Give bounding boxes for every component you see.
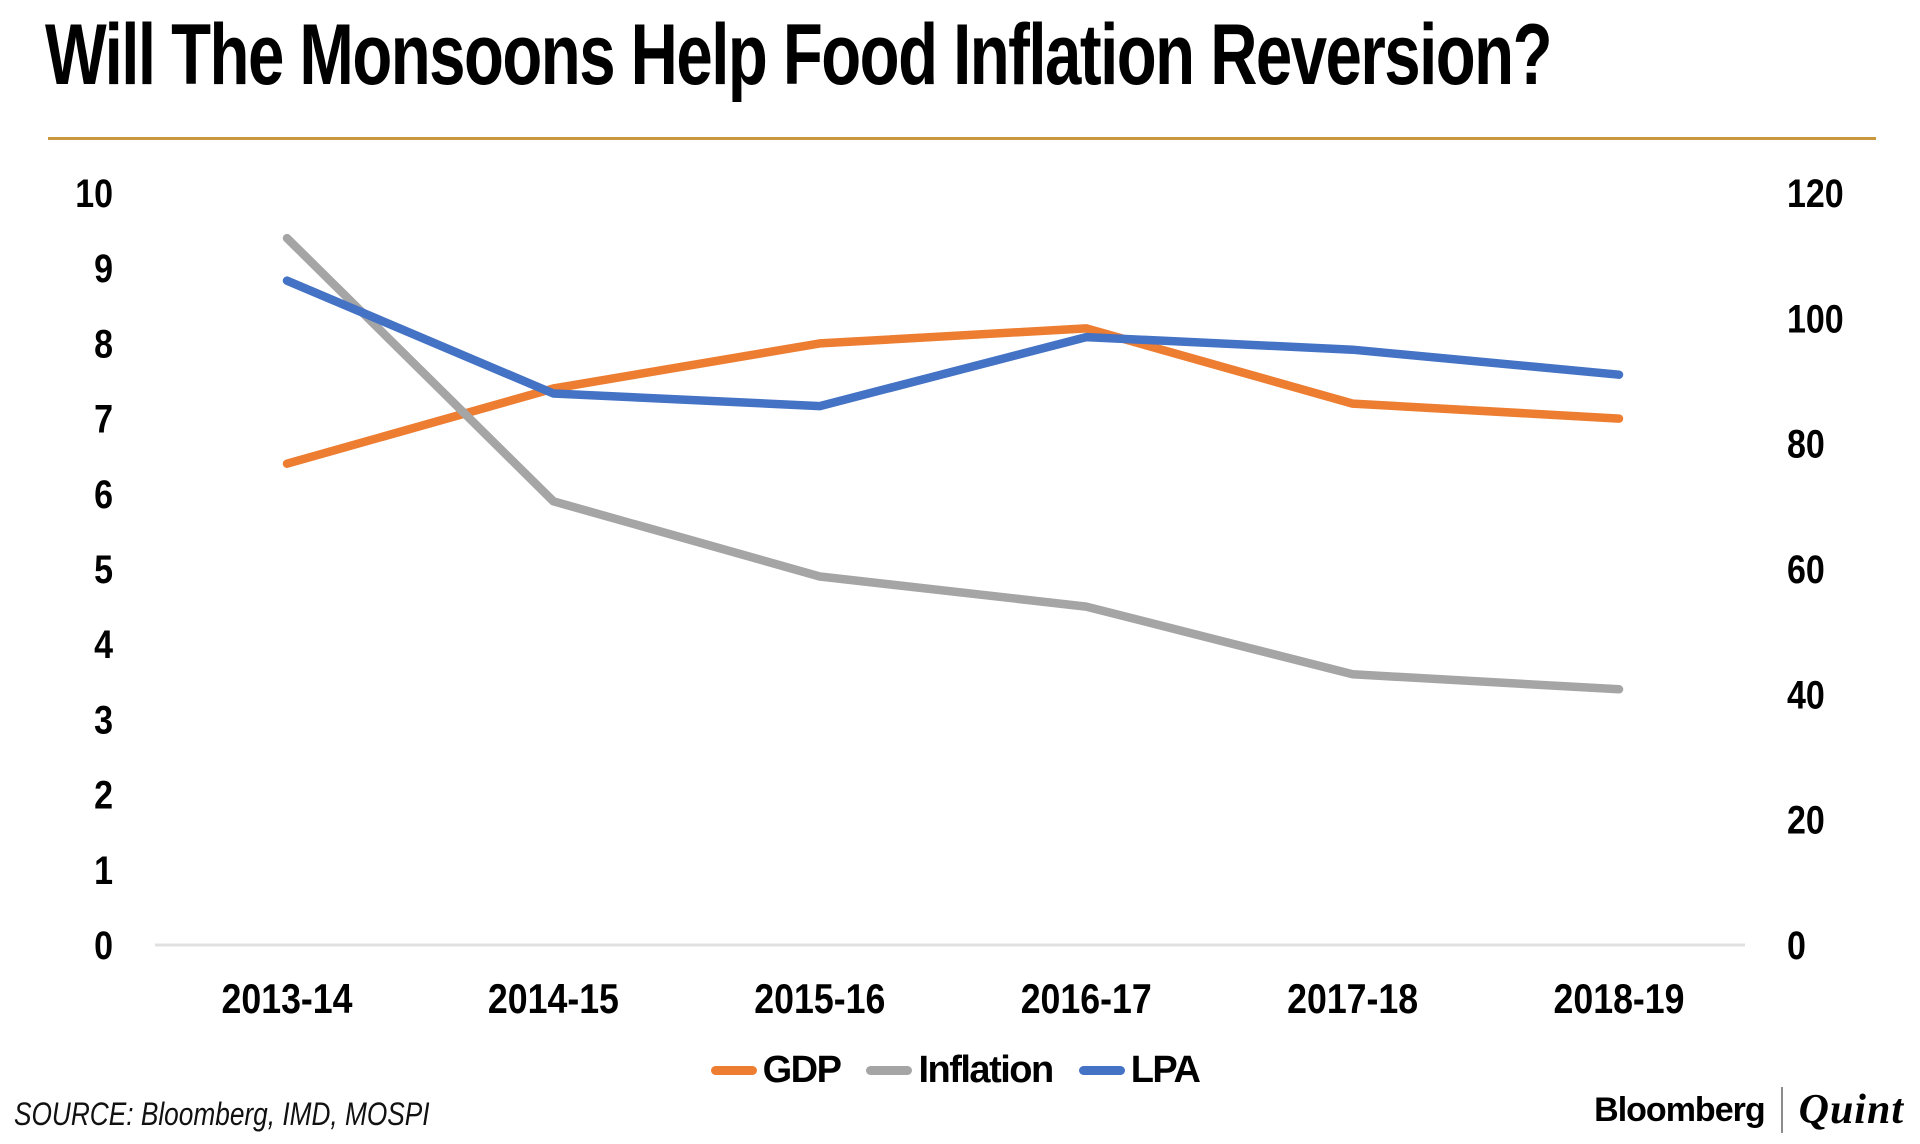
- legend-marker-inflation: [866, 1065, 913, 1075]
- x-axis-label: 2017-18: [1287, 976, 1418, 1022]
- legend-item-gdp: GDP: [710, 1048, 842, 1092]
- series-line-inflation: [282, 233, 1624, 694]
- right-axis-tick-label: 60: [1787, 546, 1825, 591]
- left-axis-tick-label: 5: [94, 546, 113, 591]
- left-axis-tick-label: 2: [94, 772, 113, 817]
- right-y-axis-tick-labels: 0 20 40 60 80 100 120: [1787, 170, 1844, 967]
- right-axis-tick-label: 20: [1787, 797, 1825, 842]
- x-axis-label: 2016-17: [1021, 976, 1152, 1022]
- left-axis-tick-label: 9: [94, 246, 113, 291]
- quint-logo-text: Quint: [1798, 1087, 1904, 1133]
- page-title: Will The Monsoons Help Food Inflation Re…: [45, 7, 1553, 103]
- right-axis-tick-label: 0: [1787, 922, 1806, 967]
- x-axis-label: 2018-19: [1554, 976, 1685, 1022]
- left-axis-tick-label: 0: [94, 922, 113, 967]
- logo-divider-bar: [1780, 1087, 1783, 1133]
- source-text: SOURCE: Bloomberg, IMD, MOSPI: [14, 1096, 430, 1132]
- right-axis-tick-label: 80: [1787, 421, 1825, 466]
- left-axis-tick-label: 4: [94, 622, 113, 667]
- right-axis-tick-label: 120: [1787, 170, 1844, 215]
- chart-legend: GDP Inflation LPA: [160, 1044, 1750, 1096]
- legend-label: Inflation: [918, 1048, 1054, 1091]
- right-axis-tick-label: 100: [1787, 296, 1844, 341]
- x-axis-label: 2015-16: [754, 976, 885, 1022]
- series-line-lpa: [282, 276, 1624, 411]
- left-axis-tick-label: 10: [75, 170, 113, 215]
- branding-logo: Bloomberg Quint: [1594, 1086, 1904, 1134]
- legend-item-lpa: LPA: [1078, 1048, 1201, 1092]
- x-axis-label: 2013-14: [222, 976, 353, 1022]
- left-axis-tick-label: 6: [94, 471, 113, 516]
- series-line-gdp: [282, 324, 1624, 468]
- legend-item-inflation: Inflation: [866, 1048, 1054, 1092]
- left-axis-tick-label: 3: [94, 697, 113, 742]
- right-axis-tick-label: 40: [1787, 672, 1825, 717]
- title-divider-rule: [48, 137, 1876, 140]
- chart-series-lines: [282, 233, 1624, 694]
- x-axis-category-labels: 2013-14 2014-15 2015-16 2016-17 2017-18 2018-…: [222, 976, 1685, 1022]
- legend-marker-gdp: [710, 1065, 757, 1075]
- bloomberg-logo-text: Bloomberg: [1594, 1090, 1765, 1129]
- x-axis-label: 2014-15: [488, 976, 619, 1022]
- legend-label: GDP: [762, 1048, 842, 1091]
- left-axis-tick-label: 7: [94, 396, 113, 441]
- left-axis-tick-label: 8: [94, 321, 113, 366]
- left-y-axis-tick-labels: 0 1 2 3 4 5 6 7 8 9 10: [75, 170, 113, 967]
- left-axis-tick-label: 1: [94, 847, 113, 892]
- legend-marker-lpa: [1078, 1065, 1125, 1075]
- legend-label: LPA: [1130, 1048, 1201, 1091]
